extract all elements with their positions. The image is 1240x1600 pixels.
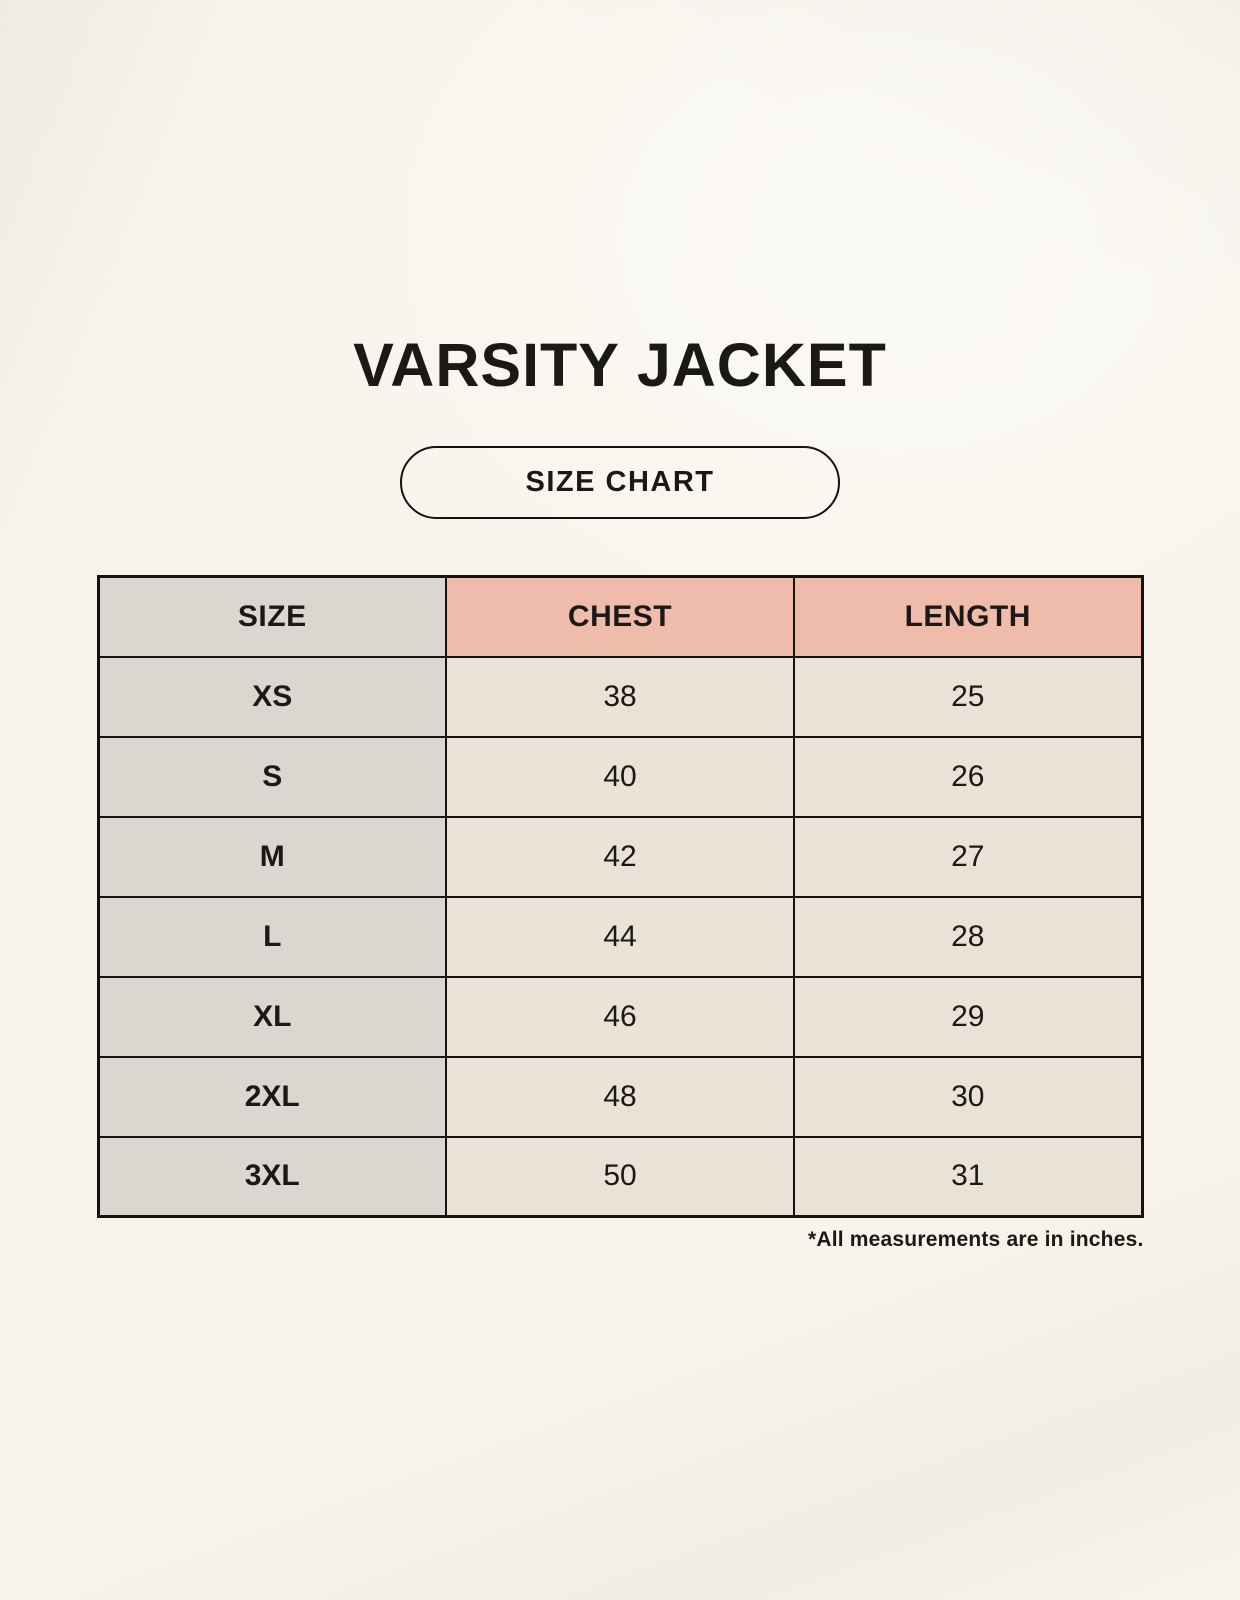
table-row: 2XL 48 30: [97, 1055, 1143, 1138]
page-title: VARSITY JACKET: [353, 331, 887, 399]
size-table-head: SIZE CHEST LENGTH: [97, 575, 1143, 658]
length-value-cell: 25: [793, 655, 1143, 738]
chest-value-cell: 40: [445, 735, 795, 818]
length-value-cell: 26: [793, 735, 1143, 818]
size-table-body: XS 38 25 S 40 26 M 42 27 L 44 28 XL 46 29 2XL 48 30 3XL 50 3…: [97, 655, 1143, 1218]
table-row: 3XL 50 31: [97, 1135, 1143, 1218]
size-chart-badge-label: SIZE CHART: [525, 466, 715, 499]
chest-value-cell: 38: [445, 655, 795, 738]
length-value-cell: 28: [793, 895, 1143, 978]
column-header-chest: CHEST: [445, 575, 795, 658]
table-row: XS 38 25: [97, 655, 1143, 738]
size-cell: L: [97, 895, 447, 978]
length-value-cell: 30: [793, 1055, 1143, 1138]
chest-value-cell: 42: [445, 815, 795, 898]
length-value-cell: 27: [793, 815, 1143, 898]
size-cell: S: [97, 735, 447, 818]
size-table: SIZE CHEST LENGTH XS 38 25 S 40 26 M 42 27 L 44 28 X…: [96, 575, 1144, 1219]
table-row: L 44 28: [97, 895, 1143, 978]
chest-value-cell: 48: [445, 1055, 795, 1138]
size-cell: 2XL: [97, 1055, 447, 1138]
measurements-footnote: *All measurements are in inches.: [807, 1228, 1144, 1252]
size-cell: XS: [97, 655, 447, 738]
chest-value-cell: 50: [445, 1135, 795, 1218]
size-cell: XL: [97, 975, 447, 1058]
chest-value-cell: 46: [445, 975, 795, 1058]
table-row: S 40 26: [97, 735, 1143, 818]
size-cell: 3XL: [97, 1135, 447, 1218]
size-chart-badge-wrap: SIZE CHART: [0, 446, 1240, 520]
size-cell: M: [97, 815, 447, 898]
table-row: XL 46 29: [97, 975, 1143, 1058]
table-header-row: SIZE CHEST LENGTH: [97, 575, 1143, 658]
column-header-length: LENGTH: [793, 575, 1143, 658]
size-chart-badge: SIZE CHART: [400, 446, 840, 520]
table-row: M 42 27: [97, 815, 1143, 898]
length-value-cell: 29: [793, 975, 1143, 1058]
chest-value-cell: 44: [445, 895, 795, 978]
length-value-cell: 31: [793, 1135, 1143, 1218]
column-header-size: SIZE: [97, 575, 447, 658]
